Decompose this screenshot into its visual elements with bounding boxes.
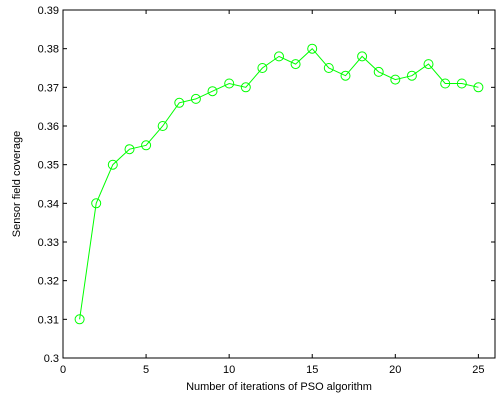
data-point — [91, 198, 102, 209]
plot-area — [63, 10, 495, 358]
coverage-line — [79, 47, 479, 320]
data-point — [174, 97, 185, 108]
data-point — [357, 51, 368, 62]
data-point — [440, 78, 451, 89]
data-point — [124, 144, 135, 155]
data-point — [141, 140, 152, 151]
y-tick-label: 0.34 — [38, 198, 59, 210]
data-point — [207, 86, 218, 97]
y-tick-label: 0.32 — [38, 276, 59, 288]
coverage-markers — [74, 43, 484, 325]
y-axis-ticks: 0.3 0.31 0.32 0.33 0.34 0.35 0.36 0.37 0.38 0.39 — [38, 5, 495, 365]
data-point — [257, 63, 268, 73]
y-tick-label: 0.31 — [38, 314, 59, 326]
plot-frame — [62, 9, 496, 359]
data-point — [373, 66, 384, 77]
data-point — [190, 93, 201, 104]
data-point — [473, 82, 484, 93]
data-point — [423, 59, 434, 70]
x-tick-label: 5 — [143, 364, 149, 376]
y-tick-label: 0.36 — [38, 121, 59, 133]
y-tick-label: 0.37 — [38, 82, 59, 94]
y-axis-label: Sensor field coverage — [11, 131, 23, 237]
data-point — [274, 51, 284, 62]
y-tick-label: 0.33 — [38, 237, 59, 249]
y-tick-label: 0.35 — [38, 160, 59, 172]
data-point — [224, 78, 235, 89]
data-point — [157, 121, 168, 131]
data-point — [240, 82, 251, 93]
data-point — [107, 159, 118, 170]
x-tick-label: 25 — [472, 364, 484, 376]
data-point — [406, 70, 417, 81]
data-point — [456, 78, 467, 89]
x-tick-label: 20 — [389, 364, 401, 376]
y-tick-label: 0.38 — [38, 44, 59, 56]
data-point — [307, 43, 318, 54]
data-point — [340, 70, 351, 81]
data-point — [323, 63, 334, 73]
data-point — [74, 314, 85, 325]
y-tick-label: 0.39 — [38, 5, 59, 17]
x-axis-ticks: 0 5 10 15 20 25 — [60, 10, 485, 376]
data-point — [390, 74, 401, 85]
data-point — [290, 59, 301, 70]
x-tick-label: 10 — [223, 364, 235, 376]
x-tick-label: 15 — [306, 364, 318, 376]
x-axis-label: Number of iterations of PSO algorithm — [186, 381, 372, 393]
x-tick-label: 0 — [60, 364, 66, 376]
y-tick-label: 0.3 — [44, 353, 59, 365]
